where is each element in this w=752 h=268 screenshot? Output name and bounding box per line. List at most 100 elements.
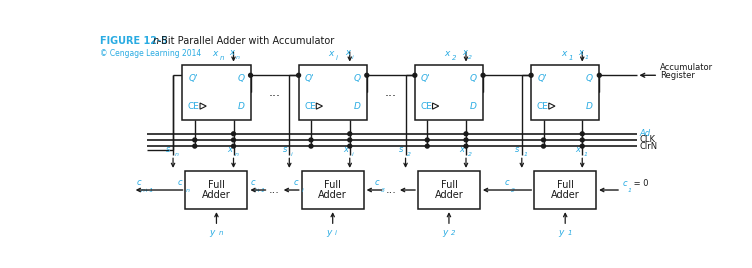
Text: i: i: [335, 230, 337, 236]
Circle shape: [426, 138, 429, 142]
Text: c: c: [374, 178, 379, 187]
Text: 2: 2: [468, 55, 472, 60]
Text: 1: 1: [569, 55, 573, 61]
Text: x: x: [227, 145, 232, 154]
Circle shape: [348, 138, 352, 142]
Text: x: x: [576, 145, 581, 154]
Bar: [299, 65, 367, 120]
Circle shape: [193, 138, 197, 142]
Text: n: n: [186, 188, 190, 192]
Text: n: n: [174, 152, 179, 157]
Text: 1: 1: [584, 55, 589, 60]
Bar: [302, 171, 364, 209]
Text: © Cengage Learning 2014: © Cengage Learning 2014: [100, 49, 202, 58]
Text: CE: CE: [188, 102, 199, 111]
Text: 2: 2: [511, 188, 515, 192]
Text: -Bit Parallel Adder with Accumulator: -Bit Parallel Adder with Accumulator: [159, 36, 335, 46]
Circle shape: [232, 144, 235, 148]
Text: Full: Full: [324, 180, 341, 190]
Text: Ad: Ad: [640, 129, 650, 138]
Text: x: x: [561, 49, 566, 58]
Bar: [534, 171, 596, 209]
Text: Accumulator: Accumulator: [660, 63, 713, 72]
Text: x: x: [346, 48, 350, 57]
Circle shape: [481, 73, 485, 77]
Text: 1: 1: [568, 230, 572, 236]
Text: x: x: [459, 145, 465, 154]
Text: i: i: [352, 55, 354, 60]
Circle shape: [413, 73, 417, 77]
Circle shape: [541, 144, 545, 148]
Text: ...: ...: [268, 86, 280, 99]
Text: D: D: [353, 102, 361, 111]
Circle shape: [541, 138, 545, 142]
Text: 1: 1: [523, 152, 527, 157]
Text: ...: ...: [385, 86, 397, 99]
Text: i: i: [336, 55, 338, 61]
Text: n: n: [235, 152, 239, 157]
Circle shape: [348, 132, 352, 136]
Text: 3: 3: [381, 188, 385, 192]
Text: CE: CE: [536, 102, 548, 111]
Text: 1: 1: [584, 152, 588, 157]
Text: 2: 2: [407, 152, 411, 157]
Text: x: x: [212, 49, 217, 58]
Bar: [531, 65, 599, 120]
Circle shape: [309, 138, 313, 142]
Text: Adder: Adder: [435, 190, 463, 200]
Circle shape: [232, 138, 235, 142]
Text: c: c: [505, 178, 509, 187]
Text: 2: 2: [451, 230, 456, 236]
Text: Adder: Adder: [202, 190, 231, 200]
Text: Q': Q': [537, 74, 547, 83]
Text: ...: ...: [269, 185, 280, 195]
Text: Q: Q: [353, 74, 361, 83]
Text: n: n: [153, 36, 159, 46]
Text: ClrN: ClrN: [640, 142, 658, 151]
Text: s: s: [515, 145, 520, 154]
Text: n: n: [219, 230, 223, 236]
Text: 1: 1: [627, 188, 631, 192]
Text: Q': Q': [189, 74, 199, 83]
Text: y: y: [210, 228, 215, 237]
Text: Q': Q': [421, 74, 431, 83]
Circle shape: [464, 132, 468, 136]
Text: Q: Q: [586, 74, 593, 83]
Circle shape: [309, 144, 313, 148]
Text: n: n: [236, 55, 240, 60]
Text: x: x: [462, 48, 467, 57]
Text: D: D: [587, 102, 593, 111]
Text: Q: Q: [470, 74, 477, 83]
Text: Adder: Adder: [318, 190, 347, 200]
Text: n+1: n+1: [141, 188, 154, 192]
Text: c: c: [137, 178, 141, 187]
Text: y: y: [326, 228, 331, 237]
Circle shape: [296, 73, 301, 77]
Circle shape: [581, 132, 584, 136]
Text: Adder: Adder: [550, 190, 580, 200]
Text: D: D: [470, 102, 477, 111]
Circle shape: [249, 73, 253, 77]
Text: Q': Q': [305, 74, 314, 83]
Text: 2: 2: [468, 152, 472, 157]
Circle shape: [464, 138, 468, 142]
Circle shape: [581, 144, 584, 148]
Text: CLK: CLK: [640, 135, 656, 144]
Text: D: D: [238, 102, 244, 111]
Circle shape: [365, 73, 368, 77]
Text: Full: Full: [208, 180, 225, 190]
Text: i: i: [302, 188, 304, 192]
Text: i: i: [351, 152, 353, 157]
Text: s: s: [283, 145, 287, 154]
Circle shape: [193, 144, 197, 148]
Text: 2: 2: [452, 55, 456, 61]
Text: s: s: [166, 145, 171, 154]
Text: x: x: [329, 49, 334, 58]
Text: n: n: [220, 55, 224, 61]
Text: CE: CE: [420, 102, 432, 111]
Text: c: c: [177, 178, 182, 187]
Text: x: x: [229, 48, 235, 57]
Text: Register: Register: [660, 71, 695, 80]
Text: y: y: [558, 228, 564, 237]
Text: y: y: [442, 228, 447, 237]
